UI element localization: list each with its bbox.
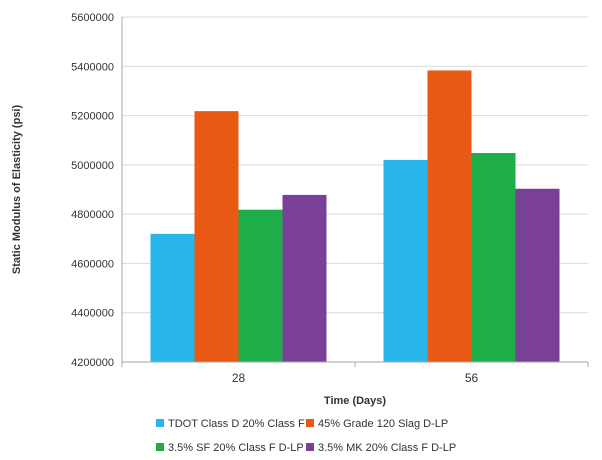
legend-label: 3.5% SF 20% Class F D-LP: [168, 442, 304, 454]
y-tick-label: 4400000: [71, 308, 114, 320]
bar-56-series-2: [427, 70, 472, 362]
bar-56-series-3: [471, 153, 516, 362]
x-axis-title: Time (Days): [324, 395, 386, 407]
legend-item: 3.5% MK 20% Class F D-LP: [306, 442, 456, 454]
x-axis-ticks: 28 56: [121, 362, 589, 385]
bar-28-series-1: [150, 233, 195, 362]
legend: TDOT Class D 20% Class F 45% Grade 120 Sl…: [156, 418, 456, 454]
bar-28-series-4: [282, 194, 327, 362]
bar-28-series-2: [194, 111, 239, 362]
y-tick-label: 5400000: [71, 61, 114, 73]
y-axis-title: Static Modulus of Elasticity (psi): [11, 105, 23, 275]
legend-label: 3.5% MK 20% Class F D-LP: [318, 442, 456, 454]
legend-item: 3.5% SF 20% Class F D-LP: [156, 442, 304, 454]
legend-swatch: [156, 419, 164, 427]
y-tick-label: 5600000: [71, 12, 114, 24]
bar-28-series-3: [238, 209, 283, 362]
legend-swatch: [306, 419, 314, 427]
x-tick-label: 56: [465, 371, 479, 385]
legend-item: 45% Grade 120 Slag D-LP: [306, 418, 448, 430]
legend-label: TDOT Class D 20% Class F: [168, 418, 305, 430]
legend-swatch: [306, 443, 314, 451]
legend-label: 45% Grade 120 Slag D-LP: [318, 418, 448, 430]
y-tick-label: 4200000: [71, 357, 114, 369]
y-tick-label: 5000000: [71, 160, 114, 172]
bars: [150, 70, 560, 362]
y-tick-label: 4600000: [71, 258, 114, 270]
y-tick-label: 4800000: [71, 209, 114, 221]
bar-56-series-4: [515, 188, 560, 362]
y-tick-label: 5200000: [71, 111, 114, 123]
bar-56-series-1: [383, 159, 428, 362]
y-axis-ticks: 4200000 4400000 4600000 4800000 5000000 52000…: [71, 12, 114, 369]
legend-swatch: [156, 443, 164, 451]
x-tick-label: 28: [232, 371, 246, 385]
legend-item: TDOT Class D 20% Class F: [156, 418, 305, 430]
